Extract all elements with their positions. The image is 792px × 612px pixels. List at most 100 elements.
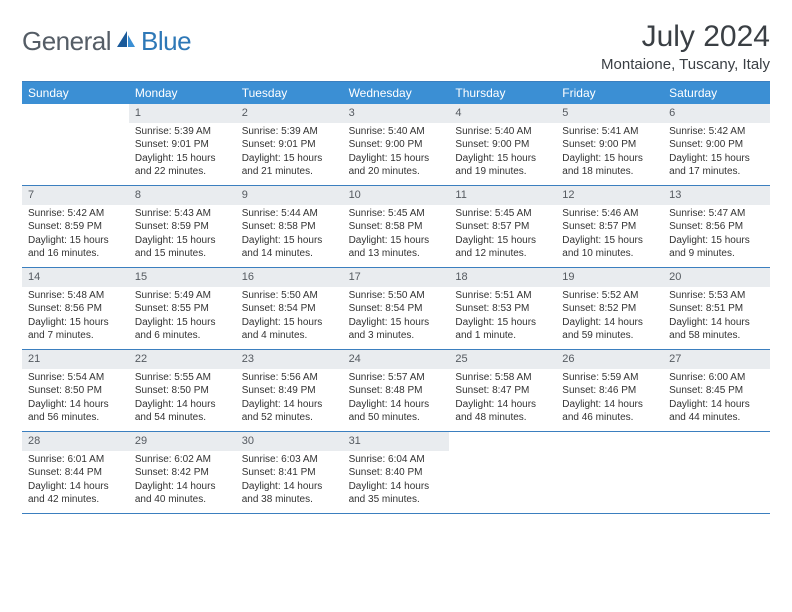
day-number: 9 (236, 186, 343, 205)
calendar-cell: 19Sunrise: 5:52 AMSunset: 8:52 PMDayligh… (556, 268, 663, 350)
day-number: 18 (449, 268, 556, 287)
daylight-text: Daylight: 14 hours and 44 minutes. (669, 398, 764, 425)
sunrise-text: Sunrise: 5:46 AM (562, 207, 657, 221)
cell-body: Sunrise: 5:41 AMSunset: 9:00 PMDaylight:… (556, 123, 663, 183)
logo-general: General (22, 26, 111, 57)
day-number: 20 (663, 268, 770, 287)
calendar-cell (663, 432, 770, 514)
sunset-text: Sunset: 8:52 PM (562, 302, 657, 316)
cell-body: Sunrise: 5:44 AMSunset: 8:58 PMDaylight:… (236, 205, 343, 265)
day-number: 5 (556, 104, 663, 123)
calendar-cell: 12Sunrise: 5:46 AMSunset: 8:57 PMDayligh… (556, 186, 663, 268)
daylight-text: Daylight: 15 hours and 6 minutes. (135, 316, 230, 343)
sunset-text: Sunset: 8:42 PM (135, 466, 230, 480)
daylight-text: Daylight: 14 hours and 46 minutes. (562, 398, 657, 425)
calendar-cell (556, 432, 663, 514)
calendar-cell: 16Sunrise: 5:50 AMSunset: 8:54 PMDayligh… (236, 268, 343, 350)
sunrise-text: Sunrise: 5:40 AM (455, 125, 550, 139)
cell-body: Sunrise: 5:52 AMSunset: 8:52 PMDaylight:… (556, 287, 663, 347)
sunrise-text: Sunrise: 6:02 AM (135, 453, 230, 467)
cell-body: Sunrise: 6:03 AMSunset: 8:41 PMDaylight:… (236, 451, 343, 511)
calendar-cell: 17Sunrise: 5:50 AMSunset: 8:54 PMDayligh… (343, 268, 450, 350)
sunrise-text: Sunrise: 5:56 AM (242, 371, 337, 385)
day-number: 13 (663, 186, 770, 205)
daylight-text: Daylight: 15 hours and 17 minutes. (669, 152, 764, 179)
cell-body: Sunrise: 5:57 AMSunset: 8:48 PMDaylight:… (343, 369, 450, 429)
daylight-text: Daylight: 14 hours and 58 minutes. (669, 316, 764, 343)
daylight-text: Daylight: 15 hours and 21 minutes. (242, 152, 337, 179)
day-number: 30 (236, 432, 343, 451)
cell-body: Sunrise: 5:50 AMSunset: 8:54 PMDaylight:… (343, 287, 450, 347)
daylight-text: Daylight: 14 hours and 56 minutes. (28, 398, 123, 425)
day-number (663, 432, 770, 449)
weekday-header: Sunday (22, 82, 129, 104)
cell-body: Sunrise: 5:40 AMSunset: 9:00 PMDaylight:… (343, 123, 450, 183)
daylight-text: Daylight: 15 hours and 13 minutes. (349, 234, 444, 261)
cell-body: Sunrise: 5:39 AMSunset: 9:01 PMDaylight:… (129, 123, 236, 183)
sunset-text: Sunset: 8:46 PM (562, 384, 657, 398)
day-number: 16 (236, 268, 343, 287)
sunset-text: Sunset: 8:54 PM (349, 302, 444, 316)
cell-body: Sunrise: 5:42 AMSunset: 9:00 PMDaylight:… (663, 123, 770, 183)
sunrise-text: Sunrise: 5:52 AM (562, 289, 657, 303)
sunset-text: Sunset: 8:58 PM (349, 220, 444, 234)
day-number: 29 (129, 432, 236, 451)
daylight-text: Daylight: 15 hours and 15 minutes. (135, 234, 230, 261)
daylight-text: Daylight: 15 hours and 19 minutes. (455, 152, 550, 179)
sunset-text: Sunset: 8:45 PM (669, 384, 764, 398)
calendar-cell: 31Sunrise: 6:04 AMSunset: 8:40 PMDayligh… (343, 432, 450, 514)
calendar-cell: 26Sunrise: 5:59 AMSunset: 8:46 PMDayligh… (556, 350, 663, 432)
logo: General Blue (22, 20, 191, 57)
cell-body: Sunrise: 5:39 AMSunset: 9:01 PMDaylight:… (236, 123, 343, 183)
sunset-text: Sunset: 9:01 PM (242, 138, 337, 152)
sunset-text: Sunset: 8:48 PM (349, 384, 444, 398)
sunset-text: Sunset: 8:41 PM (242, 466, 337, 480)
day-number: 28 (22, 432, 129, 451)
calendar-cell: 24Sunrise: 5:57 AMSunset: 8:48 PMDayligh… (343, 350, 450, 432)
day-number: 15 (129, 268, 236, 287)
calendar-cell: 13Sunrise: 5:47 AMSunset: 8:56 PMDayligh… (663, 186, 770, 268)
sunrise-text: Sunrise: 5:51 AM (455, 289, 550, 303)
day-number: 4 (449, 104, 556, 123)
calendar-grid: SundayMondayTuesdayWednesdayThursdayFrid… (22, 81, 770, 514)
calendar-cell: 20Sunrise: 5:53 AMSunset: 8:51 PMDayligh… (663, 268, 770, 350)
sunset-text: Sunset: 8:57 PM (562, 220, 657, 234)
weekday-header: Monday (129, 82, 236, 104)
day-number: 1 (129, 104, 236, 123)
sunset-text: Sunset: 8:56 PM (669, 220, 764, 234)
day-number (22, 104, 129, 121)
logo-blue: Blue (141, 26, 191, 57)
calendar-cell: 14Sunrise: 5:48 AMSunset: 8:56 PMDayligh… (22, 268, 129, 350)
sunset-text: Sunset: 8:51 PM (669, 302, 764, 316)
day-number: 21 (22, 350, 129, 369)
calendar-cell: 8Sunrise: 5:43 AMSunset: 8:59 PMDaylight… (129, 186, 236, 268)
daylight-text: Daylight: 15 hours and 4 minutes. (242, 316, 337, 343)
sunset-text: Sunset: 8:58 PM (242, 220, 337, 234)
sunrise-text: Sunrise: 5:50 AM (349, 289, 444, 303)
weekday-header: Thursday (449, 82, 556, 104)
sunrise-text: Sunrise: 5:59 AM (562, 371, 657, 385)
sunrise-text: Sunrise: 5:54 AM (28, 371, 123, 385)
cell-body: Sunrise: 5:48 AMSunset: 8:56 PMDaylight:… (22, 287, 129, 347)
daylight-text: Daylight: 14 hours and 38 minutes. (242, 480, 337, 507)
daylight-text: Daylight: 15 hours and 12 minutes. (455, 234, 550, 261)
sunset-text: Sunset: 8:56 PM (28, 302, 123, 316)
sunset-text: Sunset: 8:59 PM (28, 220, 123, 234)
calendar-cell: 3Sunrise: 5:40 AMSunset: 9:00 PMDaylight… (343, 104, 450, 186)
daylight-text: Daylight: 15 hours and 1 minute. (455, 316, 550, 343)
cell-body: Sunrise: 5:40 AMSunset: 9:00 PMDaylight:… (449, 123, 556, 183)
sunset-text: Sunset: 9:00 PM (562, 138, 657, 152)
cell-body: Sunrise: 6:01 AMSunset: 8:44 PMDaylight:… (22, 451, 129, 511)
cell-body: Sunrise: 5:51 AMSunset: 8:53 PMDaylight:… (449, 287, 556, 347)
calendar-cell: 18Sunrise: 5:51 AMSunset: 8:53 PMDayligh… (449, 268, 556, 350)
cell-body: Sunrise: 5:46 AMSunset: 8:57 PMDaylight:… (556, 205, 663, 265)
calendar-cell: 28Sunrise: 6:01 AMSunset: 8:44 PMDayligh… (22, 432, 129, 514)
calendar-cell: 6Sunrise: 5:42 AMSunset: 9:00 PMDaylight… (663, 104, 770, 186)
day-number: 6 (663, 104, 770, 123)
calendar-cell: 22Sunrise: 5:55 AMSunset: 8:50 PMDayligh… (129, 350, 236, 432)
sunrise-text: Sunrise: 5:55 AM (135, 371, 230, 385)
cell-body: Sunrise: 6:04 AMSunset: 8:40 PMDaylight:… (343, 451, 450, 511)
day-number: 25 (449, 350, 556, 369)
daylight-text: Daylight: 15 hours and 3 minutes. (349, 316, 444, 343)
sunset-text: Sunset: 8:50 PM (28, 384, 123, 398)
